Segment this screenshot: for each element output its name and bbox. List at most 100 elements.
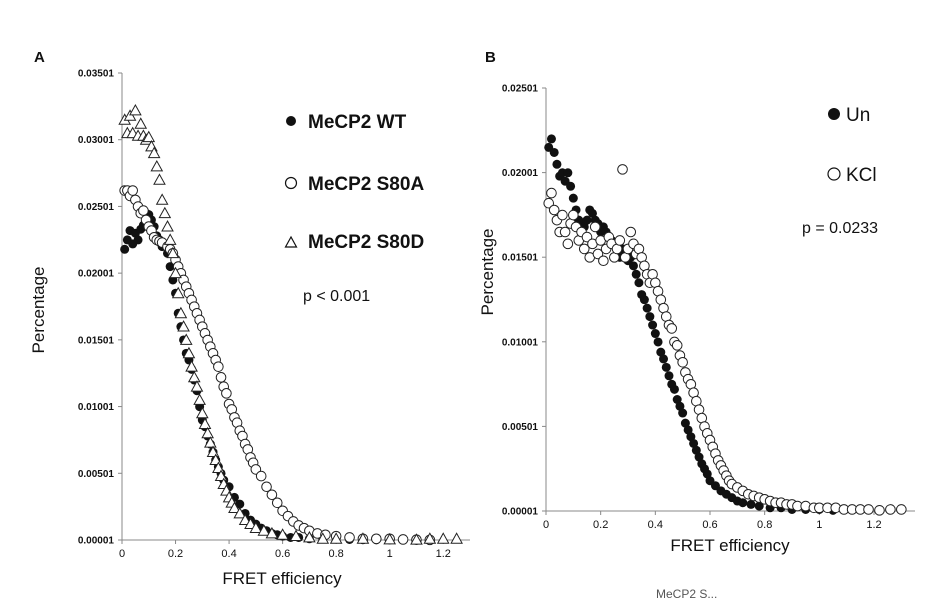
legend-label-s80a: MeCP2 S80A [308,174,424,195]
data-point-mecp2-s80a [371,533,382,545]
data-point-mecp2-s80d [161,220,174,232]
panel-a-y-tick-label: 0.00001 [78,536,115,547]
data-point-mecp2-s80d [174,306,188,319]
data-point-mecp2-s80d [329,532,343,544]
panel-b-y-tick-label: 0.00501 [502,422,539,433]
data-point-mecp2-s80d [195,406,209,419]
data-point-kcl [548,204,560,216]
panel-a-x-label: FRET efficiency [222,569,342,588]
data-point-mecp2-s80d [383,532,397,545]
data-point-kcl [546,187,557,199]
data-point-kcl [581,231,593,243]
data-point-un [563,168,573,178]
data-point-un [702,469,712,479]
data-point-mecp2-s80d [228,501,241,514]
data-point-un [675,401,685,411]
data-point-mecp2-s80d [142,130,156,143]
data-point-un [628,261,638,271]
panel-a-y-tick-label: 0.03001 [78,135,115,146]
panel-b-x-tick-label: 0.6 [702,519,717,531]
panel-a-y-tick-label: 0.02501 [78,202,115,213]
legend-marker-s80a [284,176,298,190]
legend-label-kcl: KCl [846,165,877,186]
data-point-un [582,215,592,225]
panel-a: A 0.000010.005010.010010.015010.020010.0… [29,49,470,588]
data-point-mecp2-s80d [150,160,164,172]
panel-a-x-tick-label: 0.8 [329,548,344,560]
data-point-mecp2-wt [133,235,143,245]
data-point-mecp2-s80d [356,532,370,544]
data-point-un [639,295,649,305]
data-point-mecp2-s80d [423,532,437,544]
panel-a-x-tick-label: 0.2 [168,548,183,560]
data-point-un [659,354,669,364]
panel-a-x-tick-label: 0.6 [275,548,290,560]
panel-a-y-tick-label: 0.01001 [78,402,115,413]
panel-a-y-label: Percentage [29,267,48,354]
data-point-mecp2-s80d [316,532,330,544]
data-point-mecp2-s80a [266,489,278,501]
data-point-mecp2-s80d [169,266,182,279]
data-point-mecp2-s80d [177,320,190,332]
footer-caption: MeCP2 S... [656,587,717,601]
data-point-un [683,425,693,435]
data-point-mecp2-s80d [166,246,180,259]
data-point-un [680,418,690,428]
panel-b-y-tick-label: 0.01501 [502,253,539,264]
legend-marker-s80d [284,235,298,248]
data-point-mecp2-s80d [158,206,172,219]
data-point-kcl [625,226,637,238]
data-point-un [549,147,559,157]
legend-marker-kcl [827,167,841,181]
data-point-kcl [863,504,874,515]
panel-b-y-tick-label: 0.00001 [502,507,539,518]
data-point-kcl [562,238,574,250]
data-point-mecp2-wt [165,262,175,272]
data-point-mecp2-wt [120,244,130,254]
panel-b-points [543,134,907,516]
panel-a-y-tick-label: 0.03501 [78,69,115,80]
data-point-mecp2-s80d [182,346,196,359]
data-point-un [661,362,671,372]
data-point-mecp2-s80d [193,393,206,405]
panel-a-y-tick-label: 0.02001 [78,269,115,280]
data-point-un [746,499,756,509]
data-point-mecp2-s80d [289,529,303,542]
data-point-mecp2-s80a [213,361,224,372]
data-point-mecp2-s80d [198,417,212,429]
data-point-mecp2-s80d [187,370,201,383]
data-point-mecp2-s80d [303,530,316,543]
panel-letter-b: B [485,49,496,66]
data-point-un [634,278,644,288]
legend-marker-un [828,108,840,120]
data-point-mecp2-s80d [129,103,142,116]
panel-a-legend: MeCP2 WT MeCP2 S80A MeCP2 S80D [284,112,424,253]
data-point-mecp2-s80d [276,528,289,540]
data-point-un [645,312,655,322]
data-point-mecp2-s80d [238,513,252,526]
data-point-kcl [617,164,628,175]
data-point-mecp2-s80d [185,360,198,372]
data-point-mecp2-s80d [450,532,463,544]
data-point-mecp2-wt [235,499,245,509]
data-point-mecp2-s80a [127,185,139,196]
data-point-mecp2-s80a [344,532,355,543]
legend-label-wt: MeCP2 WT [308,112,407,133]
data-point-un [568,193,578,203]
data-point-mecp2-s80d [153,173,166,185]
panel-letter-a: A [34,49,45,66]
data-point-mecp2-s80d [410,533,423,545]
panel-b-x-label: FRET efficiency [670,536,790,555]
panel-b-x-tick-label: 0.8 [757,519,772,531]
panel-b-y-tick-label: 0.02001 [502,168,539,179]
data-point-kcl [589,221,601,233]
data-point-un [694,452,704,462]
panel-b-legend: Un KCl [827,105,877,186]
panel-b-y-tick-label: 0.02501 [502,84,539,95]
data-point-un [656,347,666,357]
data-point-mecp2-s80d [147,146,161,159]
panel-b-x-ticks: 0 0.2 0.4 0.6 0.8 1 1.2 [543,511,882,531]
data-point-un [691,445,701,455]
data-point-un [653,337,663,347]
